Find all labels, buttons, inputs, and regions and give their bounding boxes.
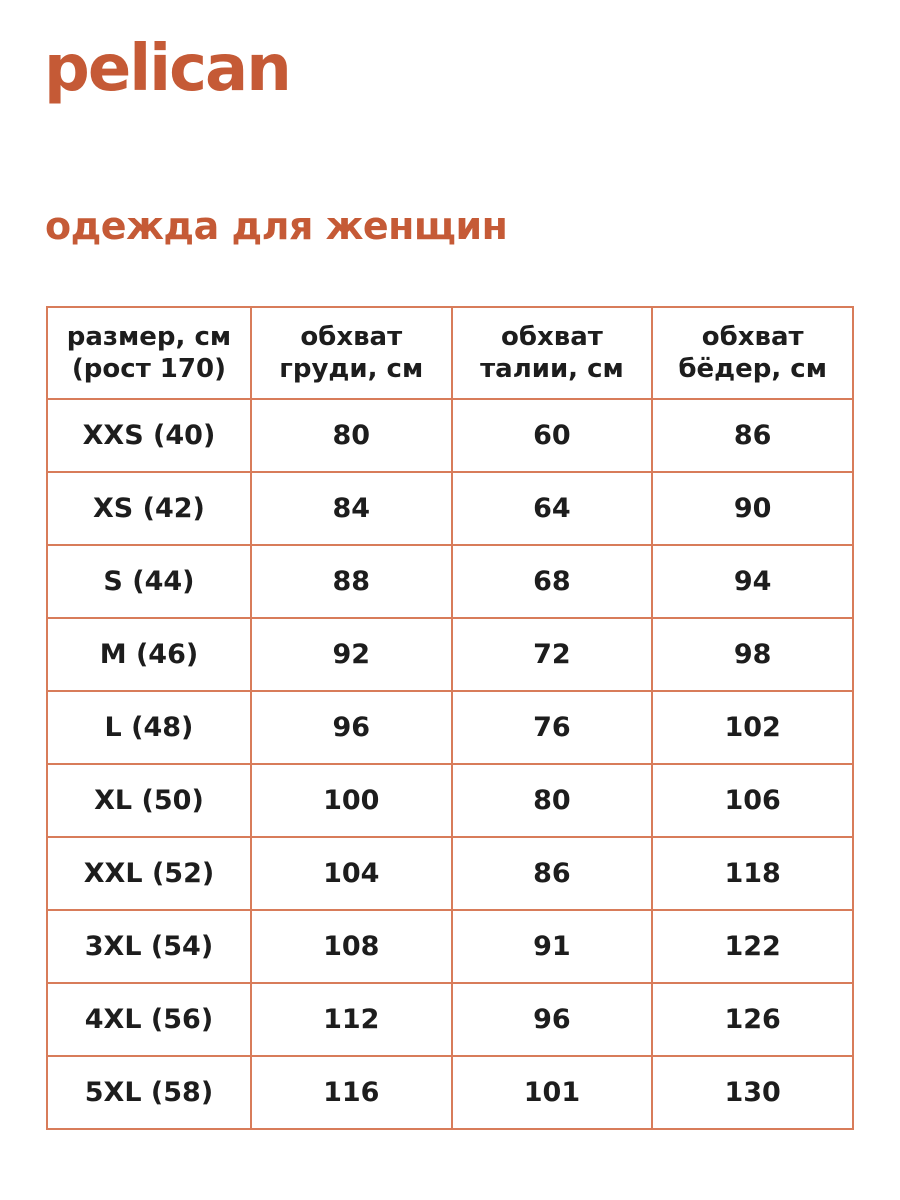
chest-cell: 100 [249, 763, 453, 838]
chest-cell: 84 [249, 471, 453, 546]
table-row: S (44) 88 68 94 [46, 544, 854, 619]
size-cell: XS (42) [46, 471, 252, 546]
hips-cell: 126 [651, 982, 854, 1057]
table-row: XXS (40) 80 60 86 [46, 398, 854, 473]
waist-cell: 86 [450, 836, 654, 911]
column-header-waist-line2: талии, см [480, 354, 624, 384]
hips-cell: 94 [651, 544, 854, 619]
chest-cell: 88 [249, 544, 453, 619]
table-row: L (48) 96 76 102 [46, 690, 854, 765]
size-table: размер, см (рост 170) обхват груди, см о… [46, 306, 854, 1130]
hips-cell: 86 [651, 398, 854, 473]
hips-cell: 90 [651, 471, 854, 546]
column-header-waist-line1: обхват [501, 321, 603, 352]
waist-cell: 68 [450, 544, 654, 619]
column-header-chest-line1: обхват [300, 321, 403, 352]
hips-cell: 102 [651, 690, 854, 765]
size-cell: M (46) [46, 617, 252, 692]
table-row: M (46) 92 72 98 [46, 617, 854, 692]
size-cell: XXL (52) [46, 836, 252, 911]
size-cell: 5XL (58) [46, 1055, 252, 1130]
brand-logo: pelican [44, 32, 292, 106]
hips-cell: 98 [651, 617, 854, 692]
waist-cell: 72 [450, 617, 654, 692]
waist-cell: 76 [450, 690, 654, 765]
column-header-size-line1: размер, см [66, 321, 232, 352]
waist-cell: 64 [450, 471, 654, 546]
waist-cell: 101 [450, 1055, 654, 1130]
waist-cell: 80 [450, 763, 654, 838]
chest-cell: 108 [249, 909, 453, 984]
table-row: XL (50) 100 80 106 [46, 763, 854, 838]
chest-cell: 116 [249, 1055, 453, 1130]
size-cell: L (48) [46, 690, 252, 765]
table-row: 4XL (56) 112 96 126 [46, 982, 854, 1057]
page-title: одежда для женщин [45, 204, 508, 248]
chest-cell: 92 [249, 617, 453, 692]
size-cell: XL (50) [46, 763, 252, 838]
chest-cell: 104 [249, 836, 453, 911]
waist-cell: 91 [450, 909, 654, 984]
size-cell: 3XL (54) [46, 909, 252, 984]
size-cell: 4XL (56) [46, 982, 252, 1057]
size-table-body: XXS (40) 80 60 86 XS (42) 84 64 90 S (44… [46, 398, 854, 1130]
size-cell: S (44) [46, 544, 252, 619]
column-header-waist: обхват талии, см [450, 306, 654, 400]
hips-cell: 106 [651, 763, 854, 838]
table-row: 3XL (54) 108 91 122 [46, 909, 854, 984]
waist-cell: 60 [450, 398, 654, 473]
table-row: XS (42) 84 64 90 [46, 471, 854, 546]
hips-cell: 118 [651, 836, 854, 911]
column-header-hips: обхват бёдер, см [651, 306, 854, 400]
size-table-header: размер, см (рост 170) обхват груди, см о… [46, 306, 854, 400]
table-row: 5XL (58) 116 101 130 [46, 1055, 854, 1130]
column-header-chest-line2: груди, см [279, 354, 424, 384]
size-cell: XXS (40) [46, 398, 252, 473]
column-header-hips-line2: бёдер, см [678, 354, 827, 384]
waist-cell: 96 [450, 982, 654, 1057]
chest-cell: 80 [249, 398, 453, 473]
column-header-hips-line1: обхват [701, 321, 804, 352]
chest-cell: 96 [249, 690, 453, 765]
hips-cell: 130 [651, 1055, 854, 1130]
table-row: XXL (52) 104 86 118 [46, 836, 854, 911]
column-header-chest: обхват груди, см [249, 306, 453, 400]
chest-cell: 112 [249, 982, 453, 1057]
column-header-size: размер, см (рост 170) [46, 306, 252, 400]
hips-cell: 122 [651, 909, 854, 984]
column-header-size-line2: (рост 170) [71, 354, 226, 384]
header-row: размер, см (рост 170) обхват груди, см о… [46, 306, 854, 400]
